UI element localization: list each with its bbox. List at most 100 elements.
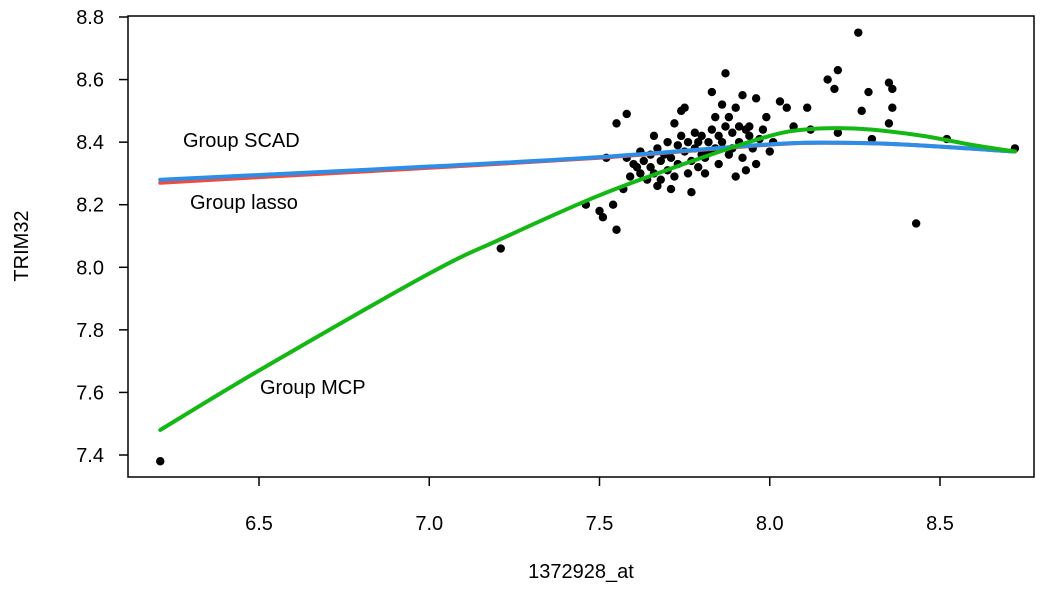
x-tick-label: 8.0 <box>756 513 784 535</box>
data-point <box>673 141 683 150</box>
data-point <box>612 225 621 234</box>
x-axis: 6.5 7.0 7.5 8.0 8.5 <box>245 477 954 535</box>
data-point <box>636 169 645 178</box>
data-point <box>639 156 648 166</box>
series-line-group-mcp <box>158 126 1017 432</box>
data-point <box>745 131 754 141</box>
data-point <box>721 69 730 78</box>
y-axis-title: TRIM32 <box>11 210 33 281</box>
data-point <box>765 147 774 156</box>
data-point <box>854 28 863 37</box>
data-point <box>857 106 866 116</box>
data-point <box>683 169 693 178</box>
y-tick-label: 8.4 <box>76 132 104 154</box>
data-point <box>911 219 921 228</box>
data-point <box>803 103 812 112</box>
y-tick-label: 7.4 <box>76 445 104 467</box>
y-tick-label: 7.6 <box>76 382 104 404</box>
y-tick-label: 8.8 <box>76 7 104 29</box>
data-point <box>694 137 703 147</box>
y-tick-label: 8.6 <box>76 70 104 92</box>
data-point <box>622 109 631 119</box>
data-point <box>649 131 659 141</box>
data-point <box>823 75 832 84</box>
plot-frame <box>127 15 1035 478</box>
data-point <box>646 162 655 172</box>
data-point <box>714 131 723 141</box>
data-point <box>741 166 751 175</box>
data-point <box>721 122 730 131</box>
data-point <box>608 200 618 209</box>
data-point <box>670 119 679 128</box>
x-tick-label: 8.5 <box>926 513 954 535</box>
data-point <box>694 162 703 172</box>
x-tick-label: 6.5 <box>245 513 273 535</box>
data-point <box>595 206 604 216</box>
data-point <box>612 119 621 128</box>
scatter-points <box>156 28 1020 466</box>
data-point <box>884 119 894 128</box>
data-point <box>707 87 717 97</box>
data-point <box>707 125 717 134</box>
data-point <box>677 131 686 141</box>
data-point <box>714 159 723 169</box>
data-point <box>731 103 740 112</box>
data-point <box>782 103 791 112</box>
data-point <box>666 153 676 162</box>
data-point <box>697 131 706 141</box>
data-point <box>704 137 713 147</box>
data-point <box>830 84 839 94</box>
data-point <box>632 162 642 172</box>
data-point <box>717 100 727 109</box>
data-point <box>690 128 700 137</box>
data-point <box>775 97 785 106</box>
data-point <box>762 112 771 122</box>
data-point <box>711 112 720 122</box>
data-point <box>653 181 662 191</box>
data-point <box>653 144 662 153</box>
data-point <box>724 112 734 122</box>
data-point <box>700 169 710 178</box>
y-axis: 7.4 7.6 7.8 8.0 8.2 8.4 8.6 8.8 <box>76 7 128 467</box>
data-point <box>864 87 873 97</box>
data-point <box>663 137 672 147</box>
x-tick-label: 7.5 <box>586 513 614 535</box>
data-point <box>656 156 665 166</box>
data-point <box>666 184 676 194</box>
data-point <box>738 91 747 100</box>
data-point <box>751 159 761 169</box>
annotation-group-scad: Group SCAD <box>183 130 300 152</box>
data-point <box>745 122 754 131</box>
data-point <box>724 150 734 159</box>
data-point <box>833 128 843 137</box>
data-point <box>156 457 165 466</box>
data-point <box>758 125 768 134</box>
y-tick-label: 8.0 <box>76 257 104 279</box>
data-point <box>833 65 843 75</box>
data-point <box>867 134 877 144</box>
data-point <box>598 213 608 222</box>
data-point <box>680 103 689 112</box>
data-point <box>738 153 747 162</box>
data-point <box>625 172 635 181</box>
data-point <box>731 172 740 181</box>
data-point <box>888 103 897 112</box>
data-point <box>888 84 897 94</box>
data-point <box>734 122 744 131</box>
data-point <box>728 128 737 137</box>
data-point <box>751 94 761 103</box>
x-axis-title: 1372928_at <box>528 561 634 583</box>
data-point <box>656 175 665 184</box>
data-point <box>687 188 696 197</box>
fit-lines <box>158 126 1017 432</box>
data-point <box>683 137 693 147</box>
data-point <box>670 172 679 181</box>
series-line-group-scad <box>158 140 1017 182</box>
annotation-group-lasso: Group lasso <box>190 192 298 214</box>
data-point <box>884 78 894 87</box>
data-point <box>717 137 727 147</box>
x-tick-label: 7.0 <box>415 513 443 535</box>
y-tick-label: 7.8 <box>76 320 104 342</box>
y-tick-label: 8.2 <box>76 195 104 217</box>
annotation-group-mcp: Group MCP <box>260 377 366 399</box>
